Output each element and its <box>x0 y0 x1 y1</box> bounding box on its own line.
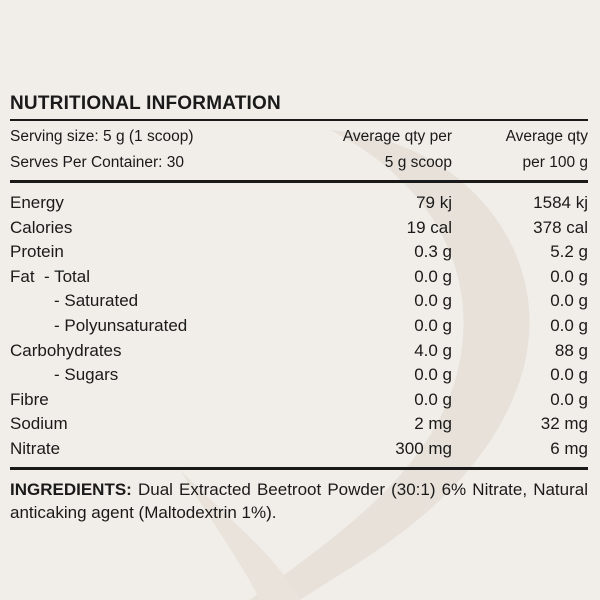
row-per-100g: 88 g <box>554 340 588 360</box>
row-per-serve: 0.0 g <box>414 365 452 385</box>
row-per-100g: 0.0 g <box>550 365 588 385</box>
row-per-serve: 79 kj <box>416 193 452 212</box>
row-label: - Sugars <box>54 365 119 385</box>
table-row: Carbohydrates 4.0 g 88 g <box>10 339 588 364</box>
row-per-serve: 0.0 g <box>414 389 452 409</box>
row-per-100g: 0.0 g <box>550 389 588 409</box>
ingredients-block: INGREDIENTS: Dual Extracted Beetroot Pow… <box>10 470 588 525</box>
header-rule <box>10 180 588 183</box>
col2-header-line2: per 100 g <box>522 154 589 171</box>
ingredients-text: Dual Extracted Beetroot Powder (30:1) 6%… <box>10 479 588 523</box>
panel-title: NUTRITIONAL INFORMATION <box>10 93 281 114</box>
row-label: Protein <box>10 242 64 262</box>
row-per-100g: 0.0 g <box>550 266 588 286</box>
row-per-100g: 0.0 g <box>550 291 588 311</box>
row-label: - Saturated <box>54 291 139 311</box>
row-per-100g: 0.0 g <box>550 315 588 335</box>
nutrition-panel: NUTRITIONAL INFORMATION Serving size: 5 … <box>10 92 588 525</box>
table-row: - Polyunsaturated 0.0 g 0.0 g <box>10 314 588 339</box>
table-row: Energy 79 kj 1584 kj <box>10 191 588 216</box>
table-row: Protein 0.3 g 5.2 g <box>10 240 588 265</box>
ingredients-rule <box>10 466 588 470</box>
row-label: - Polyunsaturated <box>54 315 188 335</box>
col1-header-line1: Average qty per <box>342 128 452 145</box>
ingredients-label: INGREDIENTS: <box>10 479 132 499</box>
row-per-100g: 6 mg <box>550 438 588 458</box>
col1-header-line2: 5 g scoop <box>384 154 452 171</box>
row-per-serve: 2 mg <box>414 414 452 434</box>
row-per-serve: 300 mg <box>395 438 452 458</box>
table-row: Fat - Total 0.0 g 0.0 g <box>10 265 588 290</box>
table-row: Sodium 2 mg 32 mg <box>10 412 588 437</box>
row-per-serve: 19 cal <box>406 217 452 237</box>
row-label: Fat - Total <box>10 266 90 286</box>
row-per-100g: 5.2 g <box>550 242 588 262</box>
row-per-serve: 0.0 g <box>414 266 452 286</box>
row-per-serve: 0.0 g <box>414 291 452 311</box>
serving-size: Serving size: 5 g (1 scoop) <box>10 128 194 145</box>
row-per-100g: 1584 kj <box>533 193 588 212</box>
col2-header-line1: Average qty <box>505 128 588 145</box>
table-row: - Sugars 0.0 g 0.0 g <box>10 363 588 388</box>
header-block: Serving size: 5 g (1 scoop) Average qty … <box>10 121 588 180</box>
row-label: Energy <box>10 193 64 212</box>
row-per-serve: 0.0 g <box>414 315 452 335</box>
row-label: Nitrate <box>10 438 61 458</box>
table-row: Nitrate 300 mg 6 mg <box>10 437 588 462</box>
row-label: Fibre <box>10 389 49 409</box>
row-per-serve: 0.3 g <box>414 242 452 262</box>
serves-per-container: Serves Per Container: 30 <box>10 154 185 171</box>
table-row: Fibre 0.0 g 0.0 g <box>10 388 588 413</box>
row-label: Carbohydrates <box>10 340 122 360</box>
table-row: Calories 19 cal 378 cal <box>10 216 588 241</box>
table-row: - Saturated 0.0 g 0.0 g <box>10 289 588 314</box>
nutrient-rows: Energy 79 kj 1584 kj Calories 19 cal 378… <box>10 183 588 467</box>
title-rule <box>10 119 588 121</box>
row-label: Calories <box>10 217 73 237</box>
row-label: Sodium <box>10 414 68 434</box>
row-per-serve: 4.0 g <box>414 340 452 360</box>
row-per-100g: 378 cal <box>533 217 588 237</box>
row-per-100g: 32 mg <box>540 414 588 434</box>
